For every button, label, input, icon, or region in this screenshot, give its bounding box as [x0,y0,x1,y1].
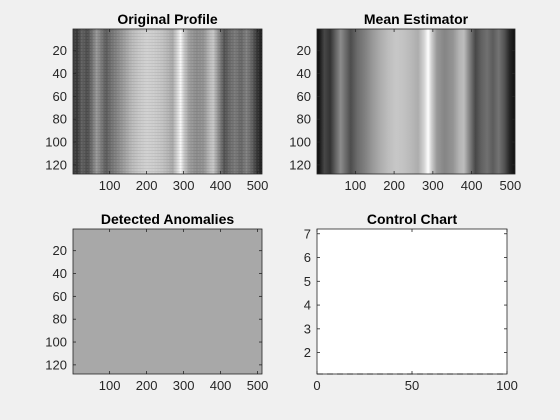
x-tick-label-detected-anomalies: 300 [173,378,195,393]
ticks-mean-estimator: 100 200 300 400 500 20 40 60 80 100 120 [289,29,521,193]
y-tick-label-control-chart: 6 [304,250,311,265]
x-tick-label-mean-estimator: 100 [345,178,367,193]
x-tick-label-detected-anomalies: 200 [136,378,158,393]
x-tick-label-original-profile: 400 [210,178,232,193]
x-tick-label-original-profile: 200 [136,178,158,193]
y-tick-label-original-profile: 120 [45,157,67,172]
y-tick-label-mean-estimator: 80 [297,112,311,127]
chart-title-mean-estimator: Mean Estimator [364,11,469,27]
ticks-detected-anomalies: 100 200 300 400 500 20 40 60 80 100 120 [45,229,268,393]
chart-title-control-chart: Control Chart [367,211,458,227]
x-tick-label-mean-estimator: 200 [383,178,405,193]
x-tick-label-mean-estimator: 400 [461,178,483,193]
ticks-original-profile: 100 200 300 400 500 20 40 60 80 100 120 [45,29,268,193]
chart-title-detected-anomalies: Detected Anomalies [101,211,235,227]
y-tick-label-detected-anomalies: 40 [53,266,67,281]
y-tick-label-control-chart: 4 [304,298,311,313]
y-tick-label-control-chart: 2 [304,345,311,360]
panel-mean-estimator: Mean Estimator 100 200 300 400 5002040608010… [289,11,521,193]
x-tick-label-original-profile: 300 [173,178,195,193]
ticks-control-chart: 0 50 100 2 3 4 5 6 7 [304,226,518,393]
y-tick-label-original-profile: 60 [53,89,67,104]
x-tick-label-mean-estimator: 500 [499,178,521,193]
y-tick-label-mean-estimator: 100 [289,135,311,150]
y-tick-label-original-profile: 80 [53,112,67,127]
axes-frame-detected-anomalies [72,228,263,375]
y-tick-label-detected-anomalies: 100 [45,335,67,350]
y-tick-label-detected-anomalies: 60 [53,289,67,304]
y-tick-label-original-profile: 20 [53,43,67,58]
axes-frame-original-profile [72,28,263,175]
y-tick-label-detected-anomalies: 80 [53,312,67,327]
x-tick-label-mean-estimator: 300 [422,178,444,193]
y-tick-label-control-chart: 3 [304,321,311,336]
heatmap-detected-anomalies [73,229,262,374]
y-tick-label-original-profile: 40 [53,66,67,81]
heatmap-mean-estimator [317,29,515,174]
x-tick-label-original-profile: 500 [247,178,269,193]
y-tick-label-detected-anomalies: 120 [45,357,67,372]
x-tick-label-control-chart: 0 [313,378,320,393]
heatmap-texture-original-profile [73,29,262,174]
x-tick-label-control-chart: 50 [405,378,419,393]
y-tick-label-mean-estimator: 20 [297,43,311,58]
x-tick-label-detected-anomalies: 100 [99,378,121,393]
y-tick-label-mean-estimator: 40 [297,66,311,81]
panel-original-profile: Original Profile 100 200 300 400 500 20 40 60 80… [45,11,268,193]
x-tick-label-detected-anomalies: 400 [210,378,232,393]
plot-area-control-chart [317,229,507,374]
x-tick-label-detected-anomalies: 500 [247,378,269,393]
x-tick-label-control-chart: 100 [496,378,518,393]
y-tick-label-control-chart: 5 [304,274,311,289]
y-tick-label-mean-estimator: 120 [289,157,311,172]
chart-title-original-profile: Original Profile [117,11,218,27]
panel-control-chart: Control Chart 0 50 100 2 3 4 5 6 7 [304,211,518,393]
y-tick-label-mean-estimator: 60 [297,89,311,104]
x-tick-label-original-profile: 100 [99,178,121,193]
panel-detected-anomalies: Detected Anomalies 100 200 300 400 500 20 40 60… [45,211,268,393]
y-tick-label-control-chart: 7 [304,226,311,241]
axes-frame-mean-estimator [316,28,516,175]
y-tick-label-detected-anomalies: 20 [53,243,67,258]
y-tick-label-original-profile: 100 [45,135,67,150]
